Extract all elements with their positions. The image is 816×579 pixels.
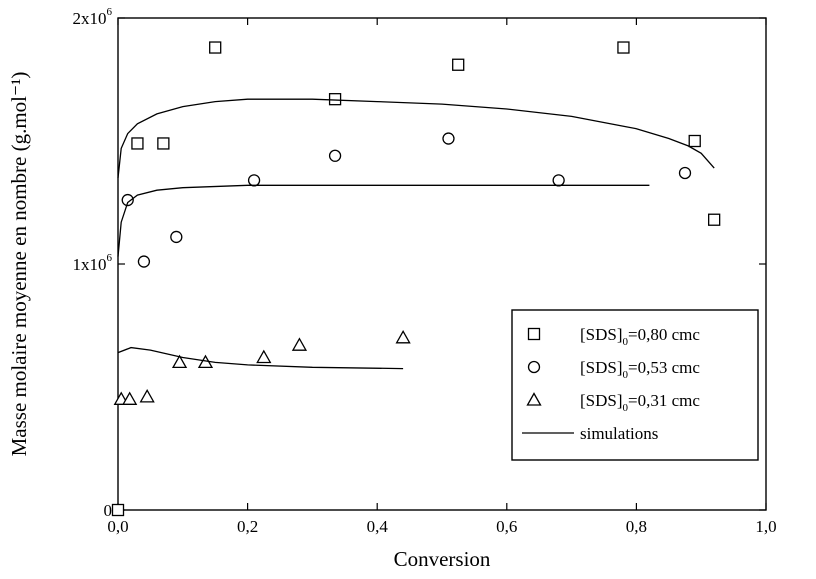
square-point: [688, 134, 701, 148]
triangle-point: [139, 389, 155, 403]
legend-circle-swatch: [527, 360, 541, 374]
circle-point: [121, 193, 134, 207]
square-point: [131, 137, 144, 150]
series-layer: [111, 41, 721, 517]
series-triangle: [113, 329, 411, 405]
square-point: [708, 213, 721, 226]
plot-frame: [117, 17, 767, 511]
triangle-point: [395, 329, 411, 344]
y-axis: 0 1x106 2x106: [73, 6, 766, 520]
x-axis: 0,0 0,2 0,4 0,6 0,8 1,0: [107, 18, 777, 536]
legend-entry: [SDS]0=0,80 cmc: [580, 325, 700, 348]
x-axis-title: Conversion: [394, 547, 491, 571]
square-point: [452, 58, 465, 71]
square-point: [157, 137, 170, 150]
y-tick-label: 1x106: [73, 252, 113, 274]
triangle-point: [171, 354, 188, 369]
series-square: [111, 41, 721, 517]
x-tick-label: 0,0: [107, 517, 128, 536]
legend-square-swatch: [527, 327, 541, 341]
simulation-curve: [117, 184, 650, 257]
x-tick-label: 0,6: [496, 517, 517, 536]
circle-point: [678, 166, 692, 180]
x-tick-label: 0,4: [367, 517, 389, 536]
circle-point: [328, 149, 342, 162]
square-point: [111, 503, 125, 517]
simulation-curve: [117, 346, 404, 370]
simulation-curve: [117, 98, 715, 178]
y-tick-label: 0: [104, 501, 113, 520]
triangle-point: [122, 391, 138, 405]
series-simulations: [117, 98, 715, 370]
y-axis-title: Masse molaire moyenne en nombre (g.mol⁻¹…: [7, 72, 31, 457]
legend-entry: [SDS]0=0,31 cmc: [580, 391, 700, 414]
series-circle: [121, 132, 692, 268]
plot-area: [117, 17, 767, 511]
x-tick-label: 0,2: [237, 517, 258, 536]
circle-point: [137, 255, 151, 268]
legend-entry: [SDS]0=0,53 cmc: [580, 358, 700, 381]
legend: [SDS]0=0,80 cmc [SDS]0=0,53 cmc [SDS]0=0,3…: [511, 309, 759, 461]
circle-point: [442, 132, 455, 145]
legend-box: [511, 309, 759, 461]
triangle-point: [256, 349, 272, 364]
square-point: [328, 93, 342, 106]
square-point: [209, 41, 222, 54]
x-tick-label: 0,8: [626, 517, 647, 536]
legend-triangle-swatch: [526, 392, 542, 406]
square-point: [617, 41, 630, 54]
y-tick-label: 2x106: [73, 6, 113, 28]
circle-point: [552, 174, 565, 187]
circle-point: [247, 174, 261, 187]
circle-point: [170, 230, 183, 244]
x-tick-label: 1,0: [755, 517, 776, 536]
triangle-point: [291, 337, 308, 351]
legend-entry: simulations: [580, 424, 658, 443]
